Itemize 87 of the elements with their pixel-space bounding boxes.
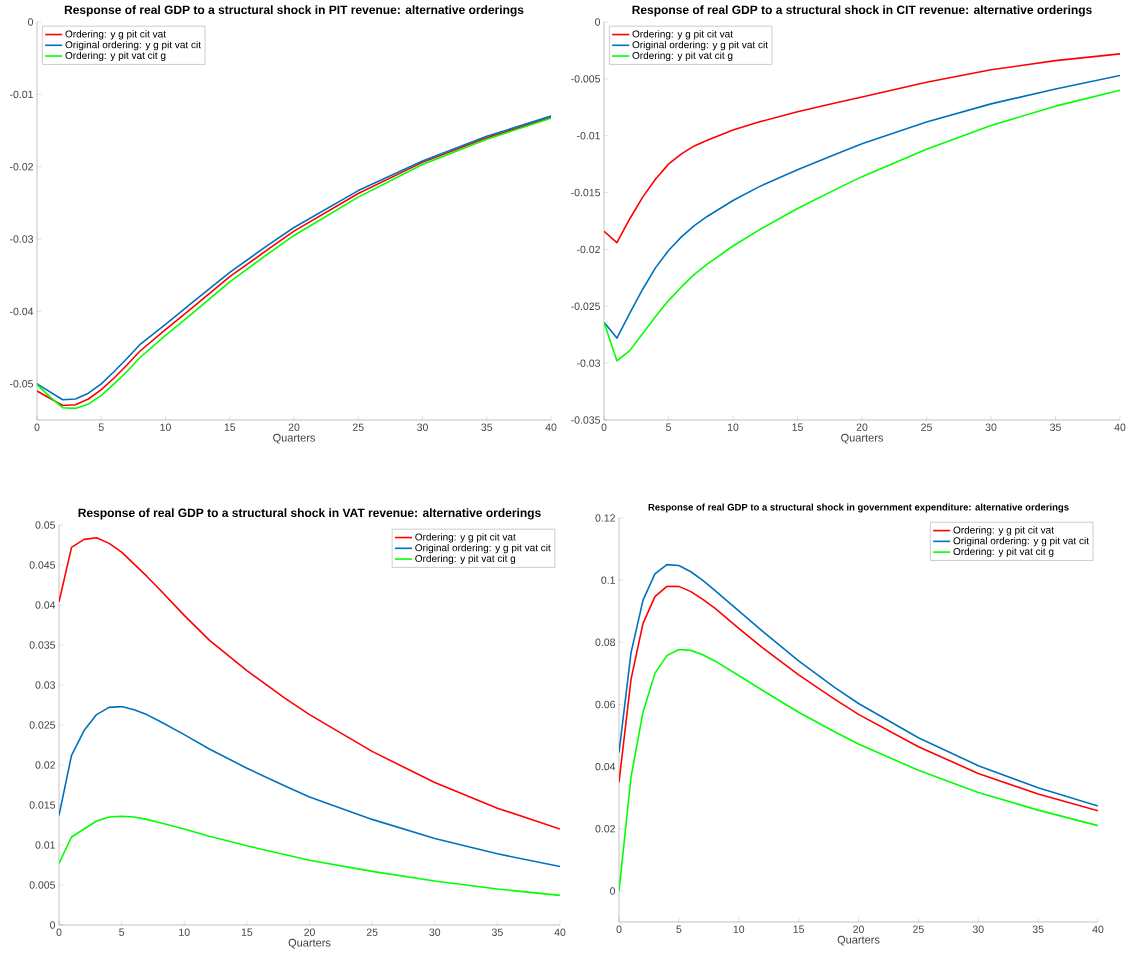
legend-label: Original ordering: y g pit vat cit — [632, 40, 768, 51]
y-tick-label: 0.035 — [29, 641, 56, 649]
x-tick-label: 15 — [792, 423, 803, 431]
x-tick-label: 10 — [733, 925, 745, 933]
y-tick-label: 0 — [28, 18, 34, 26]
legend-label: Ordering: y g pit cit vat — [632, 30, 733, 40]
y-tick-label: -0.04 — [10, 307, 34, 316]
x-tick-label: 30 — [417, 423, 428, 431]
legend-label: Original ordering: y g pit vat cit — [953, 536, 1089, 547]
x-tick-label: 0 — [616, 925, 622, 933]
x-tick-label: 10 — [179, 928, 190, 936]
chart-title: Response of real GDP to a structural shock in CIT revenue: alternative orderings — [632, 5, 1092, 17]
y-tick-label: 0.06 — [595, 700, 616, 709]
x-tick-label: 35 — [1032, 925, 1044, 933]
legend-label: Ordering: y pit vat cit g — [415, 554, 516, 564]
y-tick-label: 0 — [595, 18, 601, 26]
x-tick-label: 35 — [481, 423, 493, 431]
x-tick-label: 25 — [913, 925, 924, 933]
x-tick-label: 40 — [554, 928, 566, 936]
y-tick-label: -0.02 — [577, 245, 600, 254]
y-tick-label: 0.05 — [35, 521, 56, 529]
x-axis-title: Quarters — [273, 433, 315, 444]
x-tick-label: 30 — [972, 925, 984, 933]
x-tick-label: 10 — [160, 423, 171, 431]
legend-label: Ordering: y g pit cit vat — [415, 533, 516, 543]
y-tick-label: 0.02 — [35, 761, 55, 769]
y-tick-label: -0.025 — [571, 302, 601, 310]
y-tick-label: -0.015 — [571, 188, 601, 197]
chart-title: Response of real GDP to a structural shock in government expenditure: alternative orderings — [648, 503, 1069, 513]
x-tick-label: 5 — [666, 423, 671, 431]
legend-label: Ordering: y g pit cit vat — [65, 30, 166, 40]
y-tick-label: 0.04 — [595, 762, 616, 771]
x-tick-label: 20 — [288, 423, 300, 431]
x-tick-label: 5 — [676, 925, 682, 933]
x-tick-label: 25 — [366, 928, 378, 936]
y-tick-label: -0.05 — [10, 380, 34, 388]
x-tick-label: 35 — [491, 928, 503, 936]
y-tick-label: 0.045 — [29, 561, 56, 569]
x-tick-label: 5 — [119, 928, 125, 936]
y-tick-label: 0.03 — [35, 681, 56, 689]
line-series — [59, 815, 560, 897]
legend-label: Original ordering: y g pit vat cit — [415, 543, 551, 554]
x-tick-label: 10 — [727, 423, 739, 431]
x-tick-label: 25 — [921, 423, 932, 431]
x-tick-label: 25 — [352, 423, 364, 431]
legend-label: Original ordering: y g pit vat cit — [65, 40, 201, 51]
y-tick-label: 0.015 — [29, 801, 56, 809]
x-axis-title: Quarters — [288, 938, 331, 949]
x-tick-label: 20 — [304, 928, 315, 936]
x-tick-label: 5 — [98, 423, 104, 431]
x-tick-label: 40 — [545, 423, 557, 431]
legend-label: Ordering: y pit vat cit g — [65, 51, 166, 61]
x-axis-title: Quarters — [841, 433, 883, 444]
x-tick-label: 30 — [429, 928, 441, 936]
y-tick-label: -0.02 — [10, 163, 33, 171]
legend-label: Ordering: y pit vat cit g — [632, 51, 733, 61]
y-tick-label: -0.03 — [577, 359, 601, 367]
x-tick-label: 15 — [241, 928, 253, 936]
chart-title: Response of real GDP to a structural shock in PIT revenue: alternative orderings — [64, 5, 524, 17]
x-tick-label: 35 — [1050, 423, 1061, 431]
y-tick-label: 0 — [610, 887, 616, 895]
legend-label: Ordering: y g pit cit vat — [953, 526, 1054, 536]
y-tick-label: 0.08 — [595, 638, 616, 647]
y-tick-label: 0.01 — [35, 841, 55, 849]
x-tick-label: 20 — [853, 925, 864, 933]
x-tick-label: 15 — [793, 925, 805, 933]
x-tick-label: 30 — [985, 423, 997, 431]
y-tick-label: -0.03 — [10, 235, 34, 243]
y-tick-label: 0.025 — [29, 721, 56, 729]
y-tick-label: -0.01 — [10, 90, 33, 99]
x-tick-label: 40 — [1114, 423, 1126, 431]
y-tick-label: -0.005 — [571, 75, 601, 83]
chart-title: Response of real GDP to a structural shock in VAT revenue: alternative orderings — [78, 508, 541, 520]
y-tick-label: 0.005 — [29, 881, 56, 889]
x-tick-label: 15 — [224, 423, 236, 431]
y-tick-label: 0.12 — [595, 514, 615, 522]
y-tick-label: 0.02 — [595, 825, 615, 833]
y-tick-label: -0.035 — [571, 416, 601, 424]
line-series — [59, 705, 560, 868]
x-tick-label: 20 — [856, 423, 868, 431]
x-axis-title: Quarters — [837, 935, 880, 946]
y-tick-label: 0.1 — [601, 576, 615, 584]
x-tick-label: 40 — [1092, 925, 1104, 933]
y-tick-label: 0.04 — [35, 601, 56, 609]
y-tick-label: -0.01 — [577, 132, 600, 140]
x-tick-label: 0 — [56, 928, 62, 936]
legend-label: Ordering: y pit vat cit g — [953, 547, 1054, 558]
